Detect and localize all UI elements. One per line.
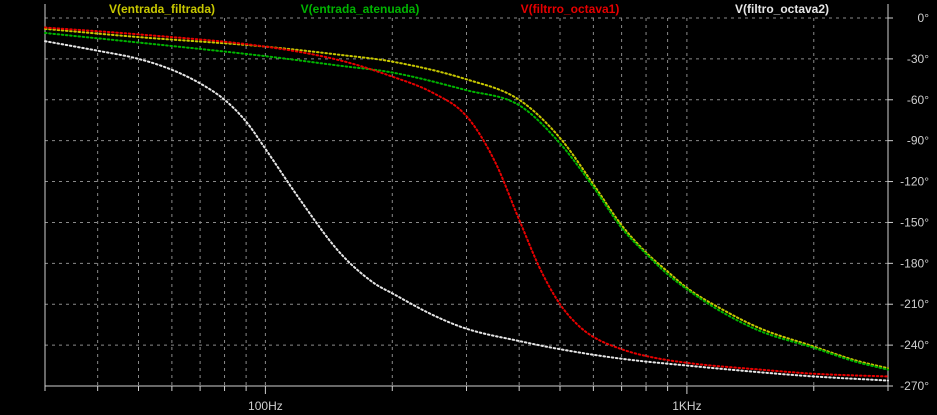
x-tick-labels: 100Hz 1KHz — [248, 399, 702, 413]
legend-entry-2: V(entrada_atenuada) — [301, 2, 420, 16]
series-group — [44, 26, 889, 382]
y-tick-label: -120° — [900, 175, 929, 189]
x-tick-label: 1KHz — [672, 399, 701, 413]
series-line-2 — [44, 31, 889, 371]
y-tick-label: 0° — [918, 11, 930, 25]
axes — [44, 4, 893, 394]
legend-entry-1: V(entrada_filtrada) — [109, 2, 215, 16]
x-tick-label: 100Hz — [248, 399, 283, 413]
legend: V(entrada_filtrada) V(entrada_atenuada) V(… — [109, 2, 829, 16]
legend-entry-4: V(filtro_octava2) — [735, 2, 829, 16]
series-line-3 — [44, 26, 889, 378]
series-line-1 — [44, 27, 889, 370]
y-tick-label: -90° — [907, 134, 929, 148]
y-tick-label: -60° — [907, 93, 929, 107]
y-tick-label: -210° — [900, 297, 929, 311]
y-tick-label: -270° — [900, 379, 929, 393]
legend-entry-3: V(filtrro_octava1) — [521, 2, 620, 16]
y-tick-label: -180° — [900, 256, 929, 270]
y-tick-label: -30° — [907, 52, 929, 66]
series-line-4 — [44, 40, 889, 382]
y-tick-label: -240° — [900, 338, 929, 352]
y-tick-label: -150° — [900, 215, 929, 229]
y-tick-labels: 0° -30° -60° -90° -120° -150° -180° -210° -240° -… — [900, 11, 929, 393]
